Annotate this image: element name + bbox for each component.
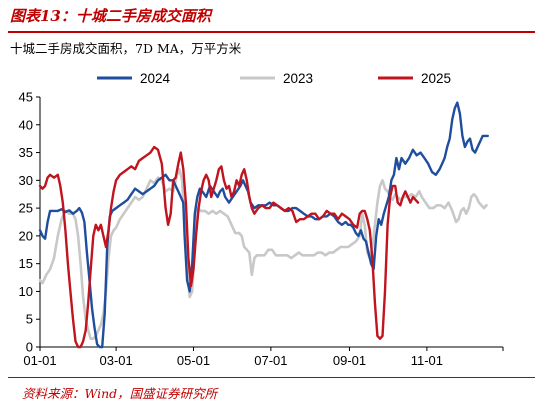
y-tick-label: 45 (19, 90, 33, 105)
chart-subtitle: 十城二手房成交面积，7D MA，万平方米 (10, 41, 242, 56)
title-rule (8, 31, 535, 33)
y-tick-label: 25 (19, 201, 33, 216)
legend-label-2025: 2025 (421, 71, 451, 86)
legend-label-2023: 2023 (283, 71, 313, 86)
x-tick-label: 11-01 (411, 353, 443, 368)
series-line-2025 (38, 145, 420, 349)
source-rule (8, 377, 535, 378)
chart-axes: 0 5 10 15 20 25 30 35 40 45 01-01 03-01 05-01 07-01 09… (19, 90, 504, 368)
y-tick-label: 0 (26, 340, 33, 355)
y-tick-label: 20 (19, 228, 33, 243)
series-line-2023 (38, 167, 488, 340)
source-note: 资料来源：Wind，国盛证券研究所 (22, 386, 218, 401)
y-tick-label: 30 (19, 173, 33, 188)
x-tick-label: 07-01 (254, 353, 287, 368)
x-tick-label: 01-01 (23, 353, 56, 368)
chart-legend: 2024 2023 2025 (97, 71, 451, 86)
legend-label-2024: 2024 (140, 71, 171, 86)
figure-title: 图表13：十城二手房成交面积 (10, 7, 211, 25)
y-tick-label: 10 (19, 284, 33, 299)
y-tick-label: 35 (19, 145, 33, 160)
y-tick-label: 40 (19, 117, 33, 132)
x-tick-label: 05-01 (177, 353, 210, 368)
x-tick-label: 03-01 (99, 353, 132, 368)
x-tick-label: 09-01 (333, 353, 366, 368)
series-layer (38, 101, 489, 349)
series-line-2024 (38, 101, 489, 349)
y-tick-label: 15 (19, 256, 33, 271)
y-tick-label: 5 (26, 312, 33, 327)
